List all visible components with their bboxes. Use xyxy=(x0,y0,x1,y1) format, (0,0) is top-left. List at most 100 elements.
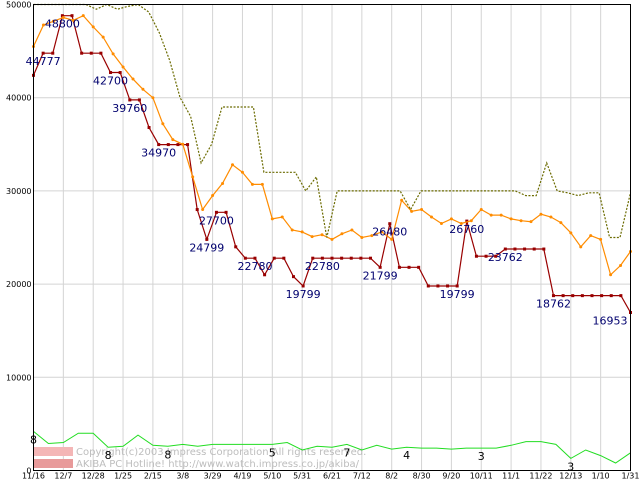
x-tick-label: 12/7 xyxy=(54,472,72,480)
data-point xyxy=(181,142,185,146)
point-label: 44777 xyxy=(26,55,61,68)
data-point xyxy=(214,210,218,214)
x-tick-label: 10/11 xyxy=(470,472,493,480)
point-label: 18762 xyxy=(536,298,571,311)
data-point xyxy=(426,284,430,288)
data-point xyxy=(446,284,450,288)
data-point xyxy=(270,217,274,221)
plot-border xyxy=(33,4,631,471)
data-point xyxy=(571,294,575,298)
data-point xyxy=(523,247,527,251)
count-label: 5 xyxy=(269,446,276,459)
x-tick-label: 1/10 xyxy=(592,472,610,480)
x-tick-label: 12/13 xyxy=(559,472,582,480)
point-label: 48800 xyxy=(45,18,80,31)
data-point xyxy=(619,294,623,298)
data-point xyxy=(350,228,354,232)
data-point xyxy=(81,14,85,18)
data-point xyxy=(41,23,45,27)
data-point xyxy=(479,208,483,212)
y-tick-label: 10000 xyxy=(6,373,31,382)
point-label: 27700 xyxy=(199,214,234,227)
data-point xyxy=(51,51,55,55)
x-tick-label: 3/29 xyxy=(204,472,222,480)
data-point xyxy=(131,77,135,81)
data-point xyxy=(171,138,175,142)
data-point xyxy=(263,273,267,277)
data-point xyxy=(176,143,180,147)
data-point xyxy=(436,284,440,288)
y-tick-label: 30000 xyxy=(6,187,31,196)
data-point xyxy=(147,126,151,130)
data-point xyxy=(99,51,103,55)
data-point xyxy=(340,232,344,236)
data-point xyxy=(290,228,294,232)
data-point xyxy=(439,222,443,226)
count-label: 3 xyxy=(567,460,574,473)
data-point xyxy=(349,256,353,260)
data-point xyxy=(141,87,145,91)
point-label: 42700 xyxy=(93,75,128,88)
data-point xyxy=(407,265,411,269)
series-line xyxy=(33,431,631,464)
data-point xyxy=(529,220,533,224)
point-label: 34970 xyxy=(141,147,176,160)
watermark-logo-1 xyxy=(33,447,73,456)
count-label: 4 xyxy=(403,449,410,462)
data-point xyxy=(231,163,234,167)
data-point xyxy=(465,219,469,223)
data-point xyxy=(400,198,404,202)
data-point xyxy=(166,143,170,147)
data-point xyxy=(600,294,604,298)
data-point xyxy=(397,265,401,269)
watermark-line-2: AKIBA PC Hotline! http://www.watch.impre… xyxy=(76,459,360,470)
point-label: 26760 xyxy=(449,223,484,236)
point-label: 16953 xyxy=(593,314,628,327)
series-layer xyxy=(32,3,632,464)
count-label: 8 xyxy=(105,449,112,462)
data-point xyxy=(205,237,209,241)
data-point xyxy=(519,219,523,223)
data-point xyxy=(569,231,573,235)
data-point xyxy=(513,247,517,251)
data-point xyxy=(41,51,45,55)
x-axis-ticks: 11/16 12/7 12/28 1/25 2/15 3/8 3/29 4/19 5/10 5/3… xyxy=(22,472,640,480)
count-label: 8 xyxy=(164,448,171,461)
data-point xyxy=(51,19,55,23)
data-point xyxy=(503,247,507,251)
data-point xyxy=(320,256,324,260)
data-point xyxy=(118,71,122,75)
x-tick-label: 8/2 xyxy=(385,472,398,480)
y-tick-label: 0 xyxy=(26,467,31,476)
x-tick-label: 5/10 xyxy=(263,472,281,480)
y-tick-label: 40000 xyxy=(6,94,31,103)
data-point xyxy=(280,215,284,219)
data-point xyxy=(599,237,603,241)
data-point xyxy=(243,256,247,260)
x-tick-label: 5/31 xyxy=(293,472,311,480)
data-point xyxy=(532,247,536,251)
data-point xyxy=(360,236,364,239)
data-point xyxy=(211,194,215,198)
data-point xyxy=(89,51,93,55)
data-point xyxy=(580,294,584,298)
data-point xyxy=(121,65,125,69)
data-point xyxy=(151,96,155,100)
point-label: 26480 xyxy=(372,226,407,239)
data-point xyxy=(539,212,543,216)
data-point xyxy=(80,51,84,55)
data-point xyxy=(330,237,334,241)
x-tick-label: 12/28 xyxy=(82,472,105,480)
point-label: 21799 xyxy=(363,269,398,282)
data-point xyxy=(359,256,363,260)
data-point xyxy=(559,221,563,225)
data-point xyxy=(330,256,334,260)
data-point xyxy=(378,265,382,269)
data-point xyxy=(494,254,498,258)
data-point xyxy=(191,175,195,179)
data-point xyxy=(579,245,583,249)
watermark-line-1: Copyright(c)2003 Impress Corporation All… xyxy=(76,447,366,458)
data-point xyxy=(499,213,503,217)
data-point xyxy=(390,237,394,241)
